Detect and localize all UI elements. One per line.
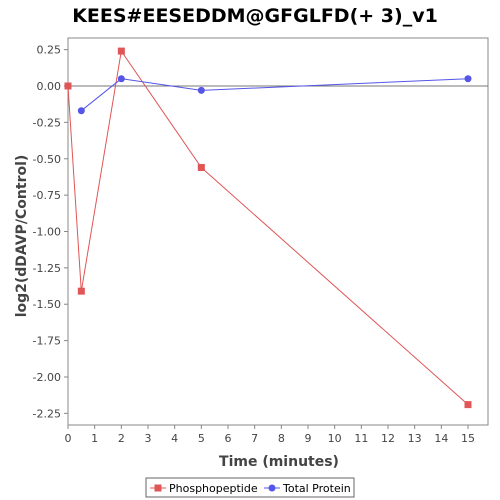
x-tick-label: 1: [91, 432, 98, 445]
y-tick-label: -1.75: [33, 335, 61, 348]
legend-phosphopeptide-label: Phosphopeptide: [169, 482, 258, 495]
x-tick-label: 9: [305, 432, 312, 445]
legend-total-protein-marker: [268, 484, 276, 492]
y-tick-label: 0.00: [37, 80, 62, 93]
y-axis-label: log2(dDAVP/Control): [14, 155, 30, 318]
y-tick-label: -1.00: [33, 226, 61, 239]
phosphopeptide-point: [64, 82, 72, 90]
phosphopeptide-point: [464, 401, 472, 409]
x-tick-label: 2: [118, 432, 125, 445]
x-tick-label: 10: [328, 432, 342, 445]
y-tick-label: -2.00: [33, 371, 61, 384]
x-axis-ticks: 0 1 2 3 4 5 6 7 8 9 10 11 12 13 14 15: [65, 425, 475, 445]
x-tick-label: 13: [408, 432, 422, 445]
y-axis-ticks: 0.25 0.00 -0.25 -0.50 -0.75 -1.00 -1.25 -1.50 -1…: [33, 44, 68, 420]
x-tick-label: 3: [145, 432, 152, 445]
total-protein-point: [117, 75, 125, 83]
phosphopeptide-point: [77, 287, 85, 295]
total-protein-point: [77, 107, 85, 115]
x-tick-label: 14: [434, 432, 448, 445]
x-axis-label: Time (minutes): [219, 454, 339, 470]
x-tick-label: 15: [461, 432, 475, 445]
y-tick-label: -0.25: [33, 116, 61, 129]
legend-total-protein-label: Total Protein: [282, 482, 351, 495]
chart-title: KEES#EESEDDM@GFGLFD(+ 3)_v1: [72, 5, 438, 27]
x-tick-label: 0: [65, 432, 72, 445]
phosphopeptide-point: [197, 163, 205, 171]
legend-phosphopeptide-marker: [154, 484, 162, 492]
series-layer: [64, 47, 472, 409]
phosphopeptide-point: [117, 47, 125, 55]
x-tick-label: 12: [381, 432, 395, 445]
legend: Phosphopeptide Total Protein: [145, 477, 355, 498]
total-protein-point: [464, 75, 472, 83]
y-tick-label: -2.25: [33, 407, 61, 420]
x-tick-label: 11: [354, 432, 368, 445]
y-tick-label: 0.25: [37, 44, 62, 57]
y-tick-label: -0.50: [33, 153, 61, 166]
total-protein-line: [80, 78, 469, 112]
x-tick-label: 6: [225, 432, 232, 445]
y-tick-label: -0.75: [33, 189, 61, 202]
total-protein-point: [197, 86, 205, 94]
y-tick-label: -1.50: [33, 298, 61, 311]
x-tick-label: 7: [251, 432, 258, 445]
y-tick-label: -1.25: [33, 262, 61, 275]
legend-box: [145, 477, 355, 498]
x-tick-label: 8: [278, 432, 285, 445]
x-tick-label: 5: [198, 432, 205, 445]
x-tick-label: 4: [171, 432, 178, 445]
